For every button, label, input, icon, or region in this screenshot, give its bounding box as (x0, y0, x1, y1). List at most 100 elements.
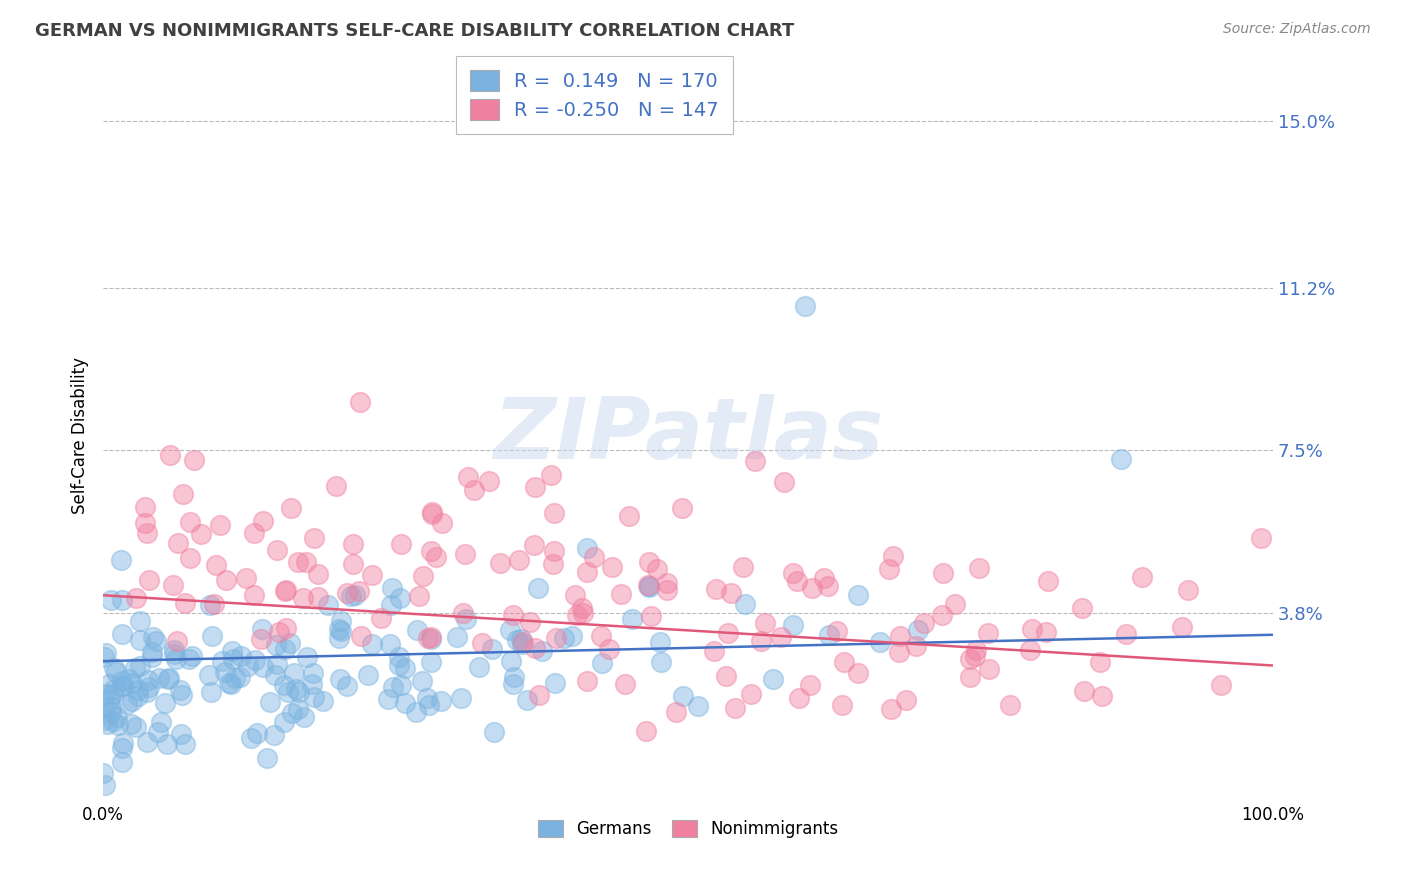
Point (129, 615, 152, 629)
Point (388, 650, 411, 665)
Point (357, 667, 380, 681)
Point (378, 638, 401, 652)
Point (141, 645, 163, 659)
Point (179, 516, 201, 530)
Point (274, 584, 297, 599)
Point (454, 548, 477, 562)
Point (489, 556, 512, 570)
Point (215, 573, 238, 587)
Point (846, 588, 869, 602)
Point (769, 630, 792, 644)
Point (349, 395, 371, 409)
Point (565, 607, 588, 622)
Point (222, 652, 245, 666)
Point (425, 549, 447, 564)
Point (408, 589, 430, 603)
Point (288, 684, 311, 698)
Point (342, 557, 364, 571)
Point (634, 723, 657, 738)
Point (655, 583, 678, 598)
Point (430, 516, 453, 530)
Point (576, 565, 599, 579)
Point (112, 679, 135, 693)
Point (503, 670, 526, 684)
Point (389, 537, 412, 551)
Point (285, 682, 308, 697)
Point (301, 665, 323, 680)
Point (793, 299, 815, 313)
Point (167, 535, 190, 549)
Point (229, 670, 252, 684)
Point (97, 693, 120, 707)
Point (671, 501, 693, 516)
Point (419, 630, 441, 644)
Point (276, 583, 298, 598)
Point (318, 599, 340, 613)
Point (1250, 531, 1272, 545)
Point (541, 558, 564, 572)
Point (703, 644, 725, 658)
Point (124, 661, 146, 675)
Point (731, 559, 754, 574)
Point (406, 624, 429, 638)
Point (221, 643, 243, 657)
Point (526, 582, 548, 596)
Point (523, 538, 546, 552)
Point (502, 677, 524, 691)
Point (124, 591, 146, 605)
Point (1170, 620, 1192, 634)
Point (111, 741, 134, 756)
Point (523, 480, 546, 494)
Point (620, 612, 643, 626)
Point (153, 696, 176, 710)
Point (1035, 624, 1057, 639)
Point (717, 625, 740, 640)
Point (219, 676, 242, 690)
Point (782, 566, 804, 580)
Point (543, 506, 565, 520)
Point (340, 589, 363, 603)
Point (148, 672, 170, 686)
Point (1070, 600, 1092, 615)
Point (832, 655, 855, 669)
Point (516, 693, 538, 707)
Point (380, 598, 402, 612)
Point (468, 660, 491, 674)
Legend: Germans, Nonimmigrants: Germans, Nonimmigrants (531, 813, 845, 845)
Point (720, 586, 742, 600)
Point (589, 629, 612, 643)
Point (361, 637, 384, 651)
Point (894, 693, 917, 707)
Point (880, 701, 903, 715)
Point (249, 632, 271, 647)
Point (959, 651, 981, 665)
Point (273, 678, 295, 692)
Point (170, 726, 193, 740)
Point (377, 691, 399, 706)
Point (110, 553, 132, 567)
Point (111, 627, 134, 641)
Point (141, 650, 163, 665)
Point (198, 598, 221, 612)
Point (420, 632, 443, 647)
Point (456, 612, 478, 626)
Point (505, 632, 527, 647)
Point (329, 673, 352, 687)
Point (640, 609, 662, 624)
Point (200, 685, 222, 699)
Point (342, 537, 364, 551)
Point (281, 706, 304, 720)
Point (134, 516, 156, 530)
Point (463, 483, 485, 498)
Point (1091, 690, 1114, 704)
Point (637, 580, 659, 594)
Point (471, 636, 494, 650)
Point (457, 470, 479, 484)
Point (141, 631, 163, 645)
Point (1018, 643, 1040, 657)
Point (381, 581, 404, 595)
Point (165, 651, 187, 665)
Point (198, 668, 221, 682)
Point (905, 640, 928, 654)
Point (648, 635, 671, 649)
